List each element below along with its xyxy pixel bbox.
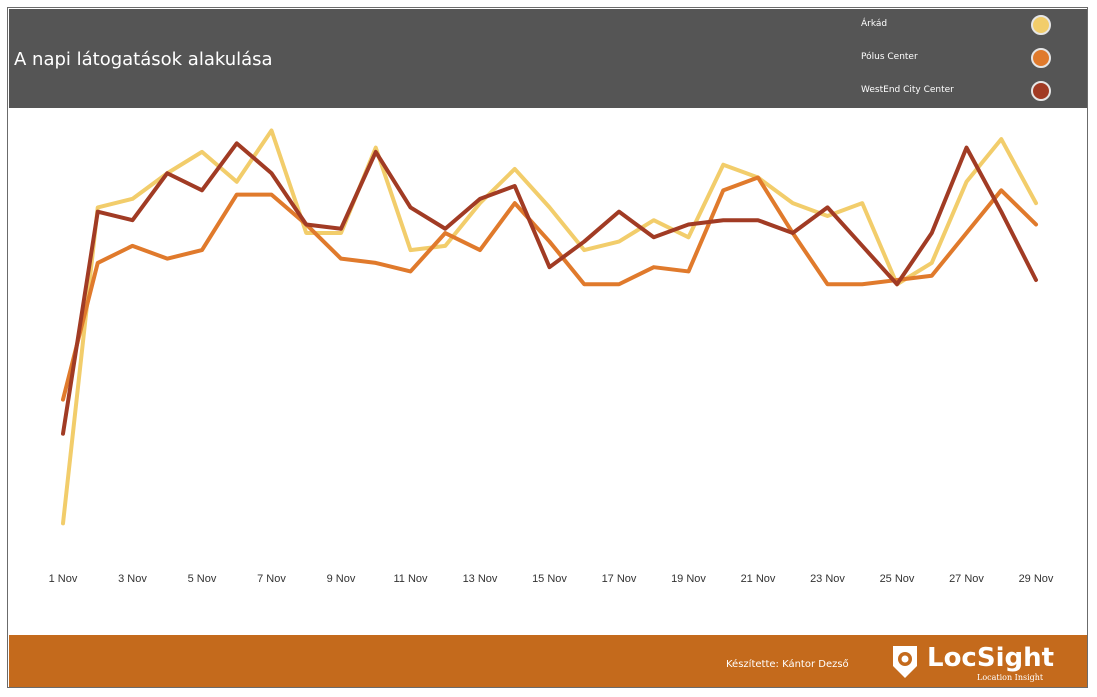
x-tick-label: 15 Nov xyxy=(532,573,567,585)
locsight-logo: LocSight Location Insight xyxy=(887,641,1057,685)
x-tick-label: 25 Nov xyxy=(880,573,915,585)
logo-tagline: Location Insight xyxy=(977,673,1044,682)
x-tick-label: 17 Nov xyxy=(602,573,637,585)
legend-label: Pólus Center xyxy=(861,52,918,62)
logo-name: LocSight xyxy=(927,643,1055,673)
legend-swatch xyxy=(1031,81,1051,101)
legend-swatch xyxy=(1031,48,1051,68)
x-tick-label: 7 Nov xyxy=(257,573,286,585)
series-line-westend-city-center[interactable] xyxy=(61,141,1038,436)
legend-label: Árkád xyxy=(861,19,888,29)
chart-frame xyxy=(7,7,1088,688)
x-tick-label: 1 Nov xyxy=(49,573,78,585)
x-tick-label: 11 Nov xyxy=(393,573,428,585)
legend-swatch xyxy=(1031,15,1051,35)
map-pin-icon xyxy=(893,646,917,678)
x-tick-label: 5 Nov xyxy=(188,573,217,585)
header-bar: A napi látogatások alakulása Árkád Pólus… xyxy=(9,9,1087,108)
x-tick-label: 27 Nov xyxy=(949,573,984,585)
x-axis-ticks: 1 Nov 3 Nov 5 Nov 7 Nov 9 Nov 11 Nov 13 Nov 15 … xyxy=(49,573,1054,585)
x-tick-label: 29 Nov xyxy=(1019,573,1054,585)
x-tick-label: 21 Nov xyxy=(741,573,776,585)
x-tick-label: 9 Nov xyxy=(327,573,356,585)
series-layer xyxy=(61,128,1038,526)
footer-bar: Készítette: Kántor Dezső LocSight Locati… xyxy=(9,635,1087,687)
legend-label: WestEnd City Center xyxy=(861,85,954,95)
x-tick-label: 19 Nov xyxy=(671,573,706,585)
x-tick-label: 3 Nov xyxy=(118,573,147,585)
series-line-polus-center[interactable] xyxy=(61,175,1038,402)
x-tick-label: 13 Nov xyxy=(463,573,498,585)
page-title: A napi látogatások alakulása xyxy=(14,49,273,70)
series-line-arkad[interactable] xyxy=(61,128,1038,526)
author-credit: Készítette: Kántor Dezső xyxy=(726,659,849,670)
x-tick-label: 23 Nov xyxy=(810,573,845,585)
